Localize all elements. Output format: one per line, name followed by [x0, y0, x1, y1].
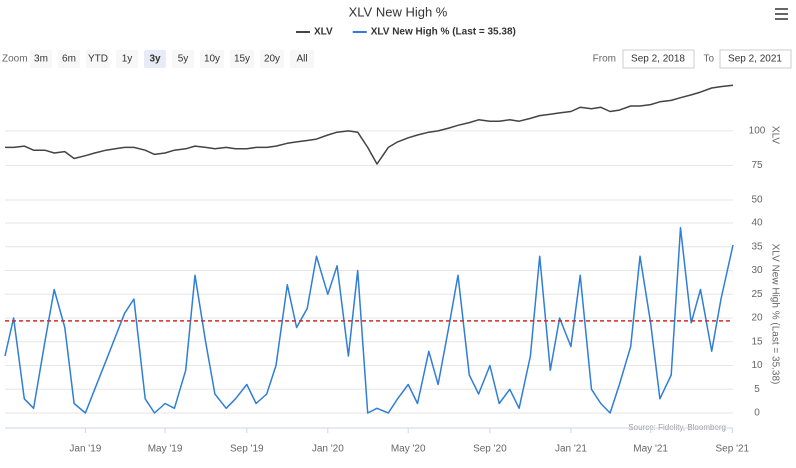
y-tick-label: 15 [751, 336, 763, 347]
x-tick-label: Sep '19 [230, 444, 264, 455]
y-tick-label: 30 [751, 265, 763, 276]
y-tick-label: 35 [751, 241, 763, 252]
x-tick-label: Jan '19 [69, 444, 101, 455]
range-button[interactable] [30, 50, 52, 68]
x-tick-label: May '21 [633, 444, 668, 455]
chart-title: XLV New High % [349, 4, 448, 19]
x-tick-label: May '20 [391, 444, 426, 455]
range-button[interactable] [200, 50, 224, 68]
range-button[interactable] [58, 50, 80, 68]
range-button-label: 10y [204, 54, 220, 65]
y-tick-label: 25 [751, 289, 763, 300]
range-button[interactable] [144, 50, 166, 68]
y-tick-label: 75 [751, 160, 763, 171]
range-button-label: YTD [88, 54, 108, 65]
range-button[interactable] [116, 50, 138, 68]
range-button-label: 3m [34, 54, 48, 65]
zoom-label: Zoom [2, 54, 28, 65]
legend-label[interactable]: XLV [314, 27, 333, 38]
range-button-label: 5y [178, 54, 189, 65]
x-tick-label: Sep '20 [473, 444, 507, 455]
range-button[interactable] [86, 50, 110, 68]
to-label: To [703, 54, 714, 65]
menu-icon[interactable] [775, 8, 788, 20]
y-tick-label: 20 [751, 313, 763, 324]
x-tick-label: May '19 [148, 444, 183, 455]
x-tick-label: Sep '21 [716, 444, 750, 455]
range-button[interactable] [260, 50, 284, 68]
y-tick-label: 100 [749, 125, 766, 136]
range-button-label: All [296, 54, 307, 65]
x-tick-label: Jan '21 [555, 444, 587, 455]
y-axis-title: XLV New High % (Last = 35.38) [769, 244, 780, 385]
to-input[interactable] [719, 49, 792, 69]
from-value: Sep 2, 2018 [631, 54, 685, 65]
range-button[interactable] [230, 50, 254, 68]
series-line [5, 84, 734, 165]
y-axis-title: XLV [769, 126, 780, 144]
from-label: From [593, 54, 616, 65]
range-button[interactable] [172, 50, 194, 68]
y-tick-label: 0 [754, 408, 760, 419]
range-button-label: 15y [234, 54, 250, 65]
y-tick-label: 10 [751, 360, 763, 371]
from-input[interactable] [622, 49, 695, 69]
x-tick-label: Jan '20 [312, 444, 344, 455]
y-tick-label: 40 [751, 218, 763, 229]
legend-label[interactable]: XLV New High % (Last = 35.38) [371, 27, 516, 38]
range-button-label: 3y [149, 54, 161, 65]
y-tick-label: 50 [751, 195, 763, 206]
range-button-label: 6m [62, 54, 76, 65]
range-button-label: 20y [264, 54, 280, 65]
range-button[interactable] [290, 50, 314, 68]
range-button-label: 1y [122, 54, 133, 65]
series-line [4, 227, 734, 414]
y-tick-label: 5 [754, 384, 760, 395]
to-value: Sep 2, 2021 [728, 54, 782, 65]
